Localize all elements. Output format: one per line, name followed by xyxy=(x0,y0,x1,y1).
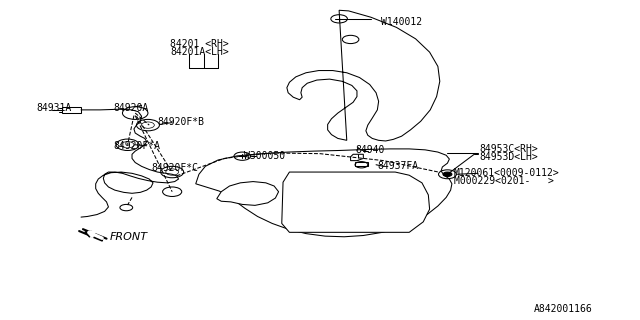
Text: 84201 <RH>: 84201 <RH> xyxy=(170,39,229,49)
Polygon shape xyxy=(217,181,278,205)
Polygon shape xyxy=(351,154,364,161)
Text: 84920F*B: 84920F*B xyxy=(157,117,205,127)
Polygon shape xyxy=(355,162,368,166)
Text: M120061<0009-0112>: M120061<0009-0112> xyxy=(454,168,559,178)
Text: 84940: 84940 xyxy=(355,146,385,156)
Text: 84931A: 84931A xyxy=(36,103,72,113)
Polygon shape xyxy=(287,10,440,141)
Text: 84920A: 84920A xyxy=(113,103,148,113)
Polygon shape xyxy=(282,172,429,232)
Text: 84953D<LH>: 84953D<LH> xyxy=(479,152,538,162)
Polygon shape xyxy=(62,107,81,113)
Circle shape xyxy=(443,172,452,177)
Text: W140012: W140012 xyxy=(381,17,422,27)
Text: 84920F*C: 84920F*C xyxy=(151,163,198,173)
Text: 84937FA: 84937FA xyxy=(378,161,419,171)
Text: M000229<0201-   >: M000229<0201- > xyxy=(454,176,554,186)
Text: FRONT: FRONT xyxy=(109,232,148,242)
Text: 84920F*A: 84920F*A xyxy=(113,141,160,151)
Text: W300050: W300050 xyxy=(244,151,285,161)
Text: A842001166: A842001166 xyxy=(534,304,592,314)
Text: 84201A<LH>: 84201A<LH> xyxy=(170,47,229,57)
Text: 84953C<RH>: 84953C<RH> xyxy=(479,144,538,154)
Polygon shape xyxy=(196,149,452,237)
